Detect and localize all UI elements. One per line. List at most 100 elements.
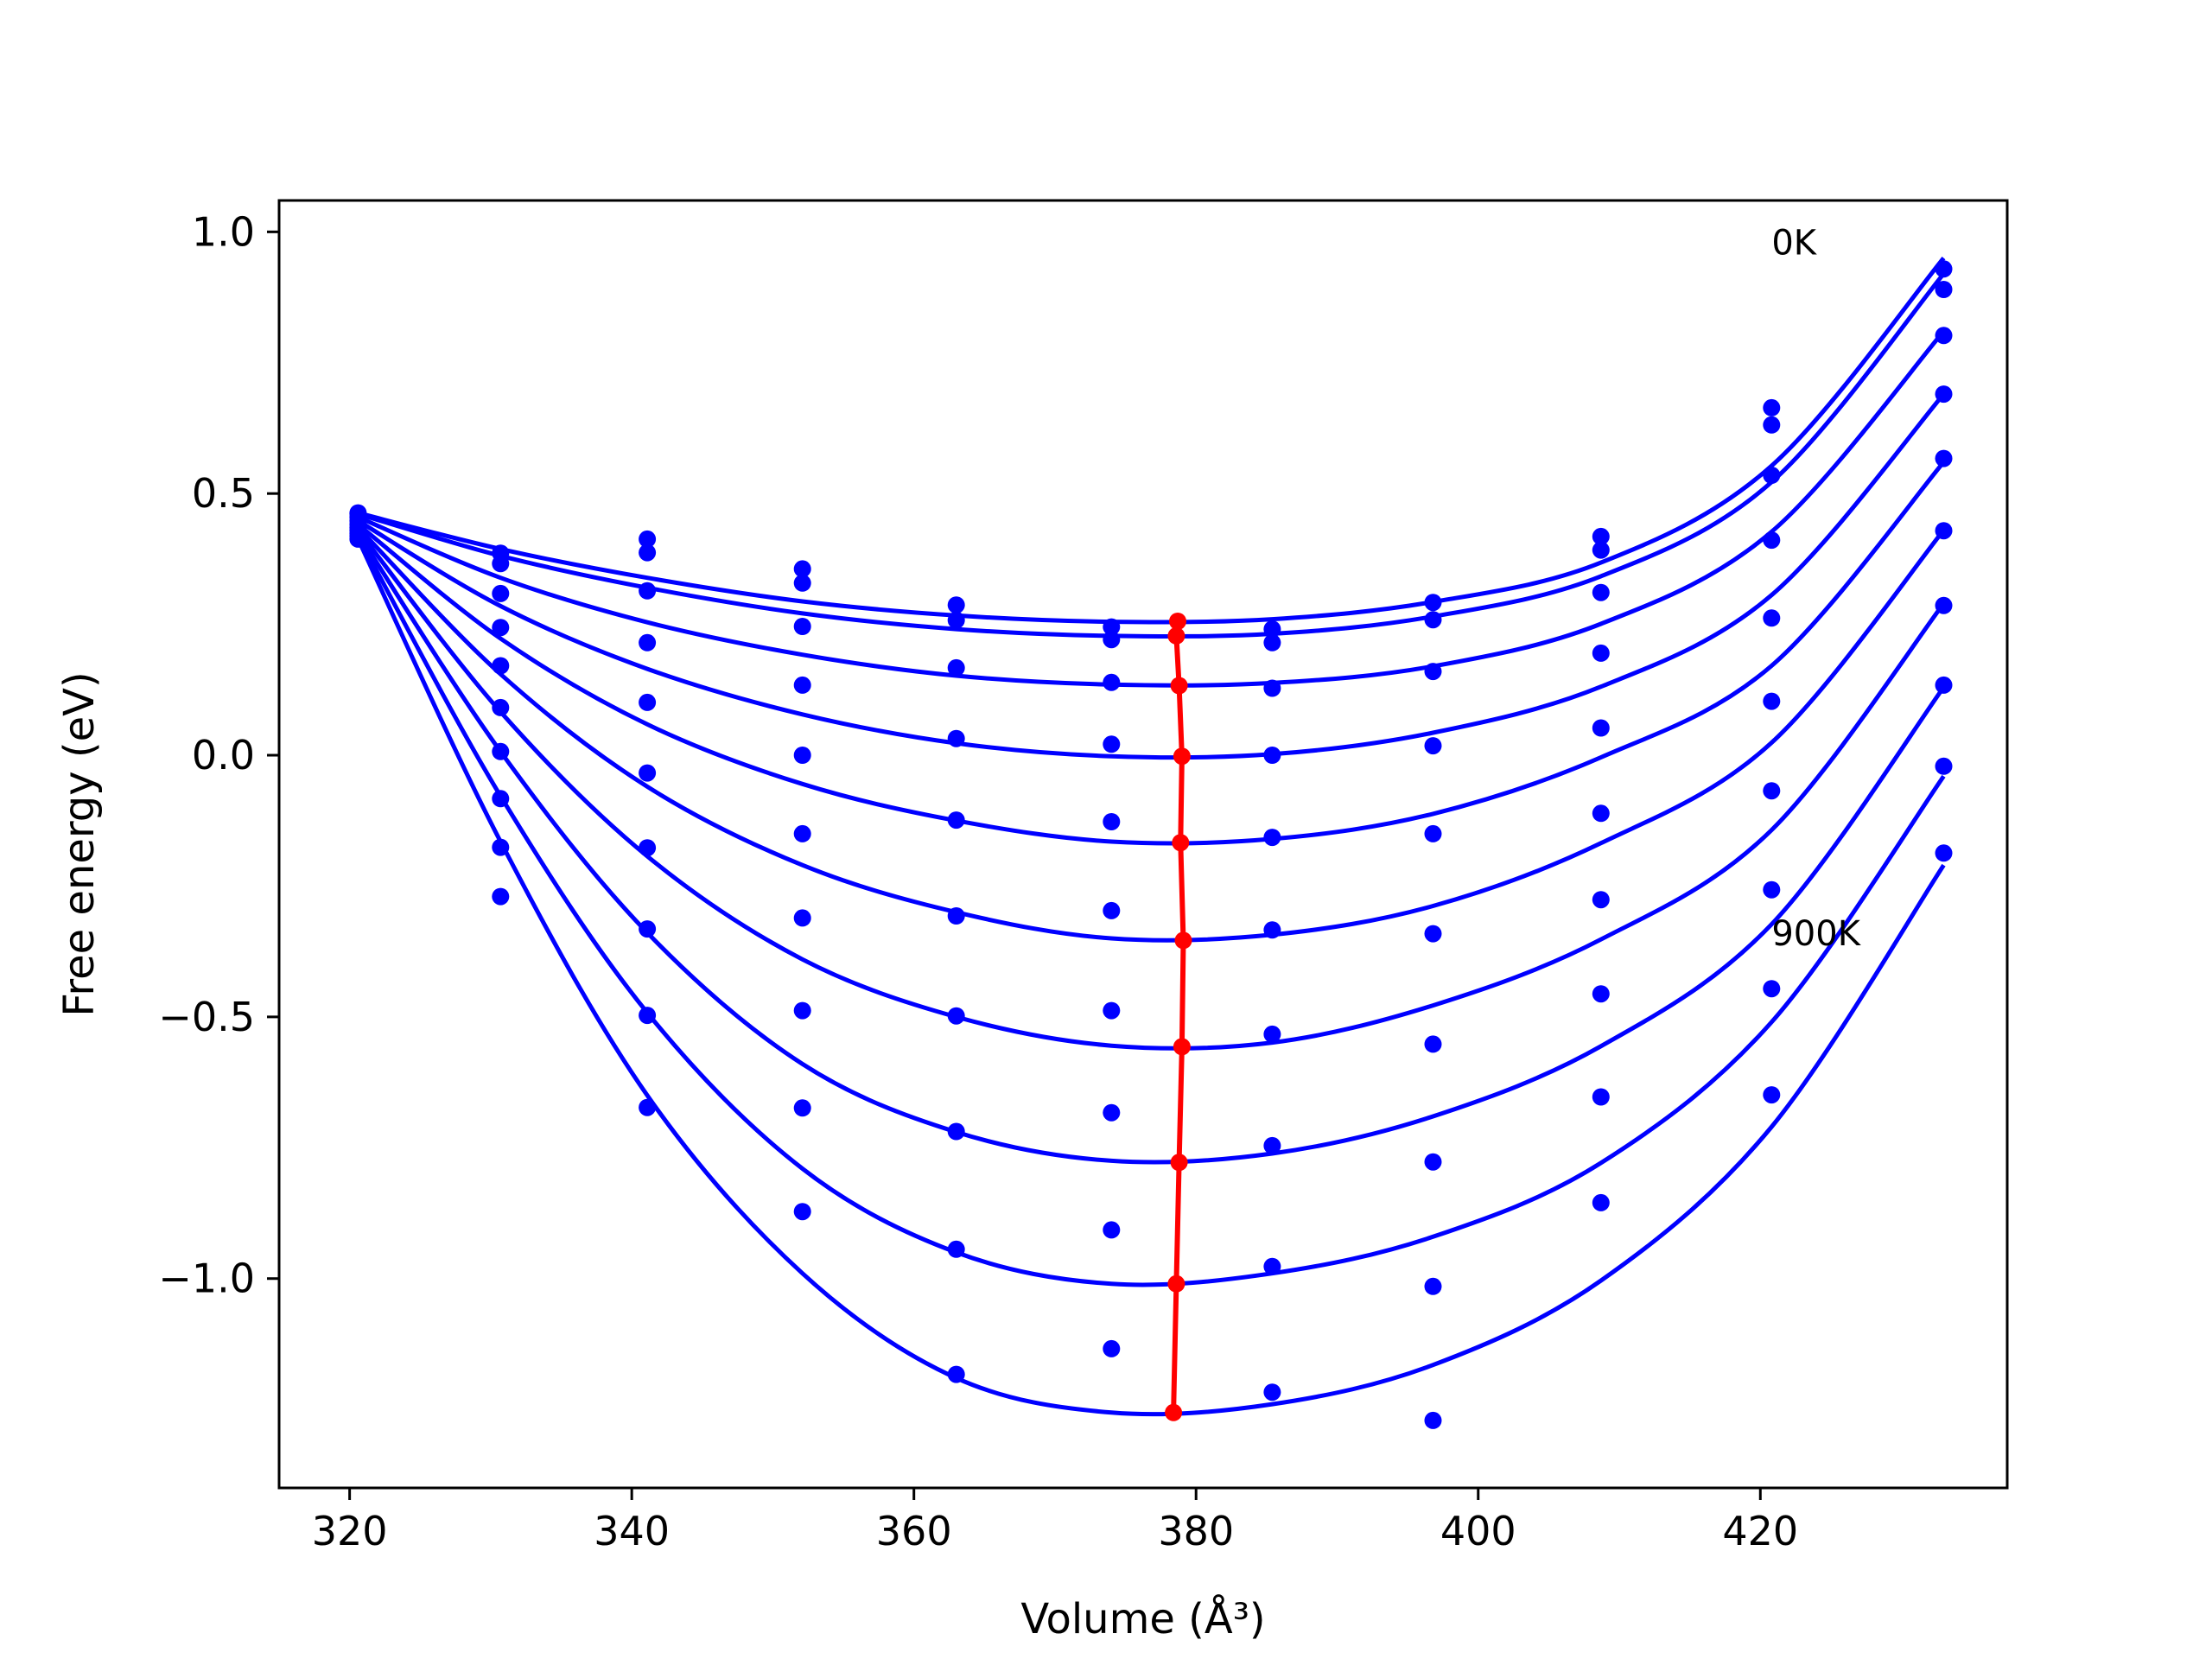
fit-curve-800K [356,534,1946,1287]
minima-point-3 [1173,747,1191,766]
data-point-300K-7 [1424,737,1442,755]
x-tick-label-3: 380 [1158,1508,1234,1554]
data-point-300K-3 [793,676,811,694]
data-point-0K-7 [1424,594,1442,612]
data-point-0K-3 [793,560,811,578]
data-point-700K-5 [1103,1103,1121,1122]
fit-curve-500K [356,525,1946,943]
data-point-400K-9 [1763,609,1781,627]
data-point-100K-8 [1592,541,1610,559]
data-point-700K-4 [947,1122,965,1141]
y-axis-title: Free energy (eV) [55,671,104,1016]
data-point-500K-9 [1763,692,1781,710]
data-point-300K-4 [947,729,965,747]
data-point-200K-4 [947,658,965,677]
data-point-400K-6 [1263,829,1281,847]
y-tick-label-0: −1.0 [158,1255,255,1302]
data-point-100K-4 [947,611,965,629]
minima-point-4 [1172,834,1190,852]
fit-curve-900K [356,537,1946,1417]
data-point-100K-6 [1263,633,1281,652]
data-point-600K-9 [1763,782,1781,800]
data-point-200K-5 [1103,673,1121,691]
data-point-0K-10 [1935,260,1953,278]
data-point-200K-8 [1592,583,1610,601]
y-tick-label-4: 1.0 [192,208,255,255]
data-point-500K-5 [1103,901,1121,919]
data-point-800K-8 [1592,1088,1610,1106]
minima-point-0 [1169,613,1186,630]
data-point-800K-3 [793,1099,811,1117]
data-point-600K-1 [492,742,510,760]
fit-curve-400K [356,461,1946,846]
y-tick-label-1: −0.5 [158,994,255,1040]
data-point-200K-10 [1935,327,1953,345]
data-point-100K-1 [492,555,510,573]
fit-curve-600K [356,529,1946,1051]
data-point-200K-2 [639,582,657,600]
x-tick-label-2: 360 [876,1508,952,1554]
data-point-200K-9 [1763,467,1781,484]
data-point-200K-7 [1424,663,1442,681]
fit-curve-0K [357,257,1946,625]
data-point-800K-6 [1263,1257,1281,1275]
data-point-300K-2 [639,633,657,652]
data-point-600K-4 [947,1007,965,1025]
data-point-400K-1 [492,657,510,675]
data-point-800K-7 [1424,1277,1442,1295]
data-point-900K-3 [793,1203,811,1221]
data-point-700K-6 [1263,1136,1281,1154]
data-point-100K-2 [639,543,657,562]
data-point-500K-6 [1263,921,1281,939]
data-point-0K-5 [1103,618,1121,636]
data-point-700K-9 [1763,880,1781,899]
data-point-800K-4 [947,1240,965,1258]
data-point-600K-3 [793,909,811,927]
data-point-400K-10 [1935,449,1953,467]
data-point-0K-4 [947,596,965,614]
data-point-100K-3 [793,574,811,592]
data-point-100K-7 [1424,611,1442,629]
y-tick-label-3: 0.5 [192,470,255,517]
minima-point-7 [1170,1154,1188,1172]
data-point-600K-2 [639,839,657,857]
fit-curve-200K [357,329,1946,688]
data-point-500K-3 [793,824,811,842]
data-point-100K-10 [1935,281,1953,298]
annotation-1: 900K [1771,914,1861,954]
data-point-700K-10 [1935,676,1953,694]
data-point-600K-8 [1592,891,1610,909]
data-point-900K-5 [1103,1339,1121,1357]
minima-point-9 [1165,1403,1183,1421]
minima-point-6 [1173,1038,1191,1056]
data-point-700K-1 [492,790,510,808]
data-point-0K-6 [1263,620,1281,639]
x-axis-title: Volume (Å³) [1020,1594,1265,1643]
data-point-300K-10 [1935,385,1953,404]
annotation-0: 0K [1771,223,1817,263]
data-point-300K-9 [1763,531,1781,550]
data-point-0K-9 [1763,398,1781,416]
data-point-900K-0 [349,530,367,548]
data-point-500K-8 [1592,804,1610,823]
data-point-800K-5 [1103,1221,1121,1239]
data-point-900K-2 [639,1098,657,1116]
fit-curve-300K [357,392,1946,760]
data-point-800K-1 [492,838,510,856]
data-point-100K-9 [1763,416,1781,434]
x-tick-label-5: 420 [1722,1508,1798,1554]
data-point-400K-3 [793,747,811,764]
data-point-900K-4 [947,1365,965,1383]
data-point-500K-10 [1935,522,1953,540]
fit-curve-100K [357,272,1946,639]
data-point-900K-1 [492,887,510,906]
data-point-900K-10 [1935,844,1953,862]
minima-point-5 [1174,931,1192,950]
data-point-400K-5 [1103,813,1121,830]
data-point-700K-8 [1592,985,1610,1003]
data-point-500K-2 [639,764,657,782]
minima-point-2 [1170,677,1188,695]
data-point-700K-7 [1424,1153,1442,1171]
